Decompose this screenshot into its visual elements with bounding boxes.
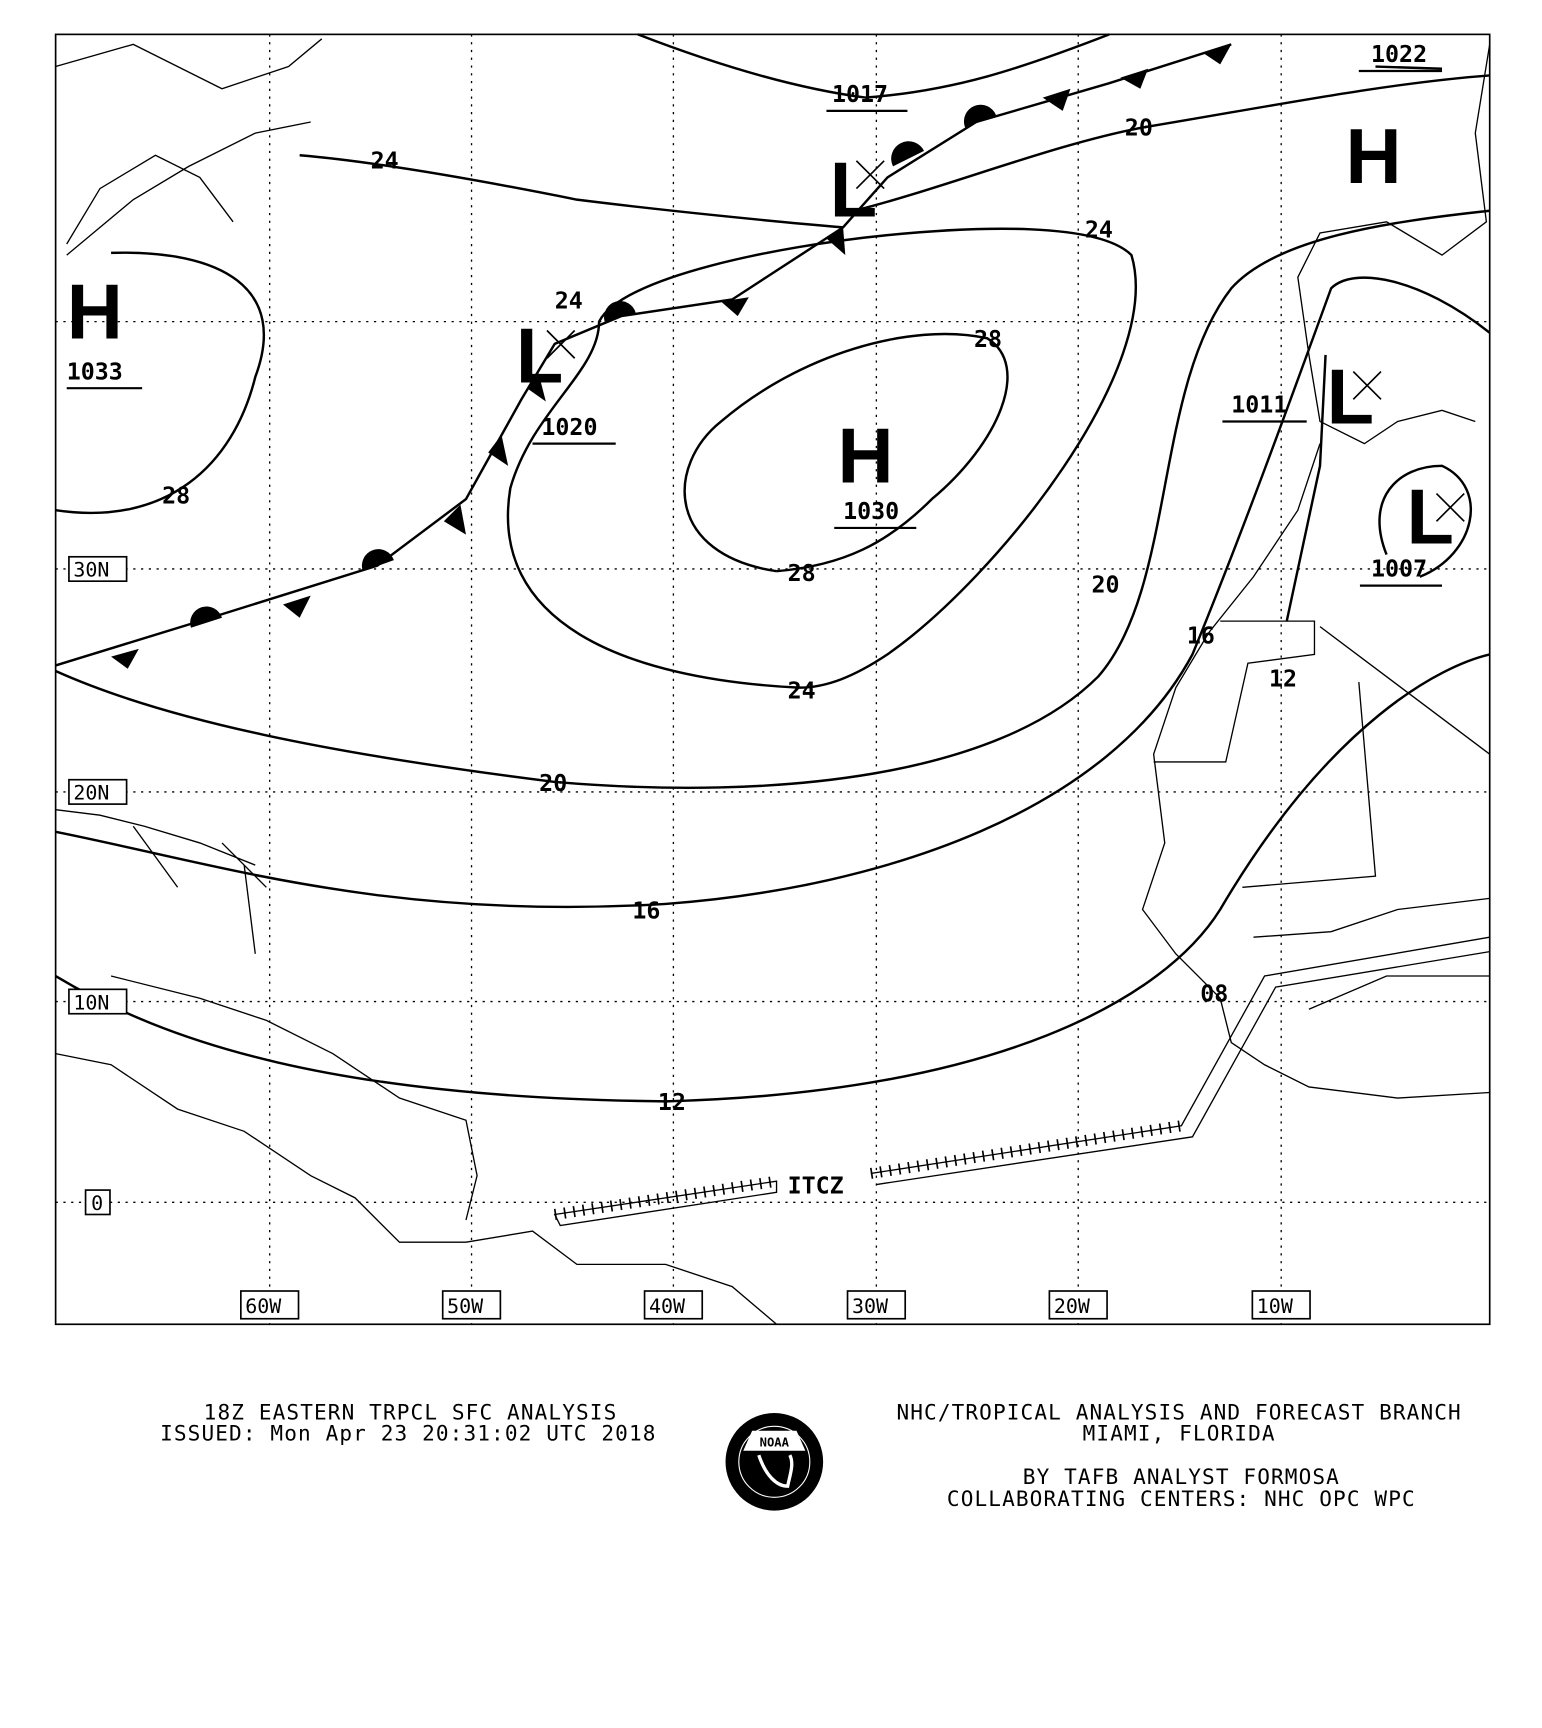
isobar-label: 1033 <box>67 358 123 385</box>
low-pressure-center: L <box>1327 355 1374 441</box>
latitude-label: 20N <box>73 781 109 805</box>
isobar-label: 24 <box>555 287 583 314</box>
longitude-label: 20W <box>1054 1294 1091 1318</box>
isobar-label: 24 <box>788 678 816 705</box>
collaborating-centers: COLLABORATING CENTERS: NHC OPC WPC <box>947 1486 1416 1511</box>
high-pressure-center: H <box>67 269 123 355</box>
isobar-label: 20 <box>1125 114 1153 141</box>
isobar-label: 24 <box>1085 216 1113 243</box>
coastlines <box>55 38 1491 1325</box>
isobar-labels: 1017 1022 20 24 24 1033 1020 28 28 1030 … <box>67 41 1443 1199</box>
isobar-label: 16 <box>1187 622 1215 649</box>
isobars <box>54 33 1491 1103</box>
pressure-centers: H L L H H L L <box>67 114 1465 560</box>
isobar-label: 20 <box>1092 571 1120 598</box>
isobar-label: 28 <box>162 483 190 510</box>
isobar-label: 28 <box>788 560 816 587</box>
isobar-label: 1011 <box>1231 392 1287 419</box>
footer: 18Z EASTERN TRPCL SFC ANALYSIS ISSUED: M… <box>160 1400 1461 1512</box>
longitude-label: 50W <box>447 1294 484 1318</box>
high-pressure-center: H <box>838 413 894 499</box>
latitude-label: 0 <box>91 1191 103 1215</box>
location: MIAMI, FLORIDA <box>1083 1421 1276 1446</box>
chart-title: 18Z EASTERN TRPCL SFC ANALYSIS <box>204 1400 618 1425</box>
isobar-label: 16 <box>632 897 660 924</box>
itcz-band <box>553 936 1490 1227</box>
axis-labels: 30N 20N 10N 0 60W 50W 40W 30W 20W 10W <box>68 555 1311 1320</box>
organization: NHC/TROPICAL ANALYSIS AND FORECAST BRANC… <box>896 1400 1461 1425</box>
latitude-label: 10N <box>73 990 109 1014</box>
longitude-label: 40W <box>649 1294 686 1318</box>
longitude-label: 60W <box>245 1294 282 1318</box>
isobar-label: 24 <box>371 148 399 175</box>
longitude-label: 10W <box>1257 1294 1294 1318</box>
isobar-label: 28 <box>974 326 1002 353</box>
low-pressure-center: L <box>830 147 877 233</box>
longitude-label: 30W <box>852 1294 889 1318</box>
isobar-label: 12 <box>658 1089 686 1116</box>
noaa-logo-text: NOAA <box>760 1435 790 1449</box>
low-pressure-center: L <box>516 314 563 400</box>
isobar-label: 1007 <box>1371 556 1427 583</box>
isobar-label: 1017 <box>832 81 888 108</box>
grid-lines <box>55 34 1490 1325</box>
latitude-label: 30N <box>73 558 109 582</box>
issued-time: ISSUED: Mon Apr 23 20:31:02 UTC 2018 <box>160 1421 656 1446</box>
isobar-label: 1020 <box>541 414 597 441</box>
map-frame <box>54 33 1491 1326</box>
low-pressure-center: L <box>1407 474 1454 560</box>
isobar-label: 1022 <box>1371 41 1427 68</box>
high-pressure-center: H <box>1346 114 1402 200</box>
isobar-label: 08 <box>1200 981 1228 1008</box>
isobar-label: 20 <box>539 770 567 797</box>
isobar-label: 1030 <box>843 498 899 525</box>
itcz-label: ITCZ <box>788 1172 844 1199</box>
noaa-logo: NOAA <box>725 1413 824 1511</box>
isobar-label: 12 <box>1269 666 1297 693</box>
analyst: BY TAFB ANALYST FORMOSA <box>1023 1464 1340 1489</box>
fronts <box>55 43 1232 669</box>
